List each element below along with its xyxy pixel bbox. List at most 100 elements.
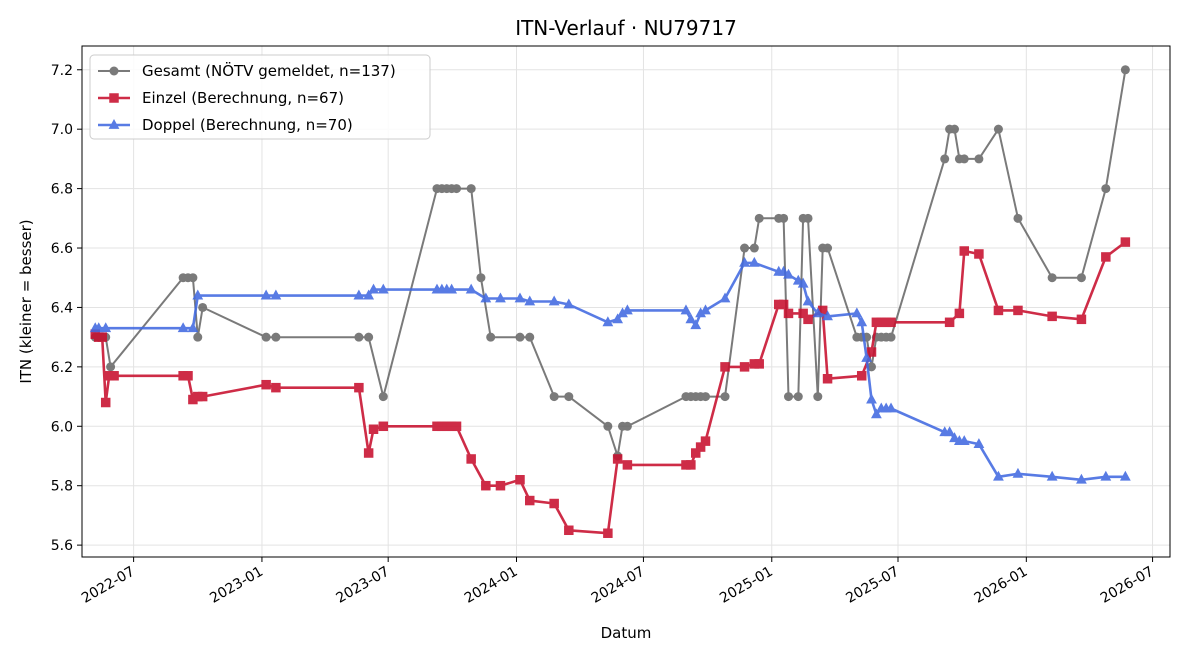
einzel-point [178,371,188,381]
einzel-point [261,379,271,390]
einzel-point [97,332,107,342]
gesamt-point [525,332,535,342]
doppel-point [495,292,506,303]
gesamt-point [564,392,574,402]
einzel-point [451,421,462,432]
gesamt-point [823,243,833,253]
einzel-point [817,305,828,316]
einzel-point [739,362,750,372]
einzel-point [271,382,281,393]
doppel-point [368,283,379,294]
y-axis-title: ITN (kleiner = besser) [17,219,35,383]
legend-label-doppel: Doppel (Berechnung, n=70) [142,116,353,134]
einzel-point [549,498,559,509]
gesamt-point [549,392,559,402]
doppel-point [700,304,711,315]
doppel-point [690,319,702,330]
doppel-point [100,322,112,333]
doppel-point [514,292,526,303]
legend-box [89,54,431,140]
einzel-point [1101,252,1111,262]
einzel-point [754,359,764,369]
einzel-point [773,299,784,310]
doppel-point [377,283,389,294]
series-layer [89,65,1131,538]
x-tick-label: 2024-01 [462,564,521,607]
x-tick-label: 2025-01 [717,564,776,607]
doppel-point [695,307,707,318]
legend: Gesamt (NÖTV gemeldet, n=137) Einzel (Ber… [89,54,431,140]
gesamt-point [1101,184,1111,194]
einzel-point [798,308,808,319]
gesamt-point [701,392,711,402]
gesamt-point [106,362,116,372]
gesamt-point [193,332,203,342]
y-tick-label: 6.0 [51,419,73,435]
gesamt-point [754,213,764,223]
gesamt-point [803,213,813,223]
doppel-point [93,322,105,333]
gesamt-point [354,332,364,342]
doppel-point [719,292,731,303]
doppel-point [465,283,477,294]
doppel-point [602,316,614,327]
plot-frame [81,45,1171,558]
einzel-point [881,317,891,328]
doppel-point [621,304,633,315]
einzel-point [866,347,877,357]
gesamt-point [749,243,759,253]
doppel-point [270,289,282,300]
gesamt-point [198,302,208,312]
einzel-point [783,308,794,319]
doppel-point [363,289,375,300]
doppel-point [1046,470,1058,481]
doppel-point [260,289,272,300]
gesamt-point [740,243,750,253]
gesamt-point [378,392,388,402]
gesamt-point [886,332,896,342]
einzel-point [104,371,114,381]
doppel-point [748,256,760,267]
doppel-point [783,268,794,279]
einzel-point [749,359,760,369]
einzel-point [871,317,882,328]
gesamt-point [515,332,525,342]
y-tick-label: 5.6 [51,538,73,554]
gesamt-point [1047,273,1057,283]
einzel-point [525,495,535,506]
legend-swatch-marker [109,66,119,76]
doppel-point [187,322,199,333]
gesamt-point [993,124,1003,134]
doppel-point [812,307,824,318]
gesamt-point [271,332,281,342]
legend-item-einzel [98,93,130,103]
doppel-point [866,393,877,404]
x-axis-title: Datum [601,624,652,642]
legend-item-gesamt [98,66,130,76]
einzel-line [94,240,1127,535]
einzel-point [700,436,711,446]
legend-label-einzel: Einzel (Berechnung, n=67) [142,89,344,107]
einzel-point [974,249,984,259]
doppel-point [446,283,458,294]
x-tick-label: 2024-07 [589,564,648,607]
einzel-point [778,299,789,310]
doppel-point [680,304,692,315]
gesamt-point [486,332,496,342]
x-tick-label: 2025-07 [843,564,902,607]
einzel-point [959,246,970,256]
doppel-point [958,435,970,446]
doppel-point [1100,470,1112,481]
x-tick-label: 2022-07 [79,564,138,607]
doppel-point [612,313,624,324]
doppel-point [1012,467,1024,478]
einzel-point [686,460,696,470]
doppel-point [861,351,873,362]
doppel-point [885,402,897,413]
doppel-point [524,295,536,306]
einzel-point [822,373,833,384]
einzel-point [720,362,730,372]
gesamt-point [959,154,969,164]
gesamt-point [784,392,794,402]
